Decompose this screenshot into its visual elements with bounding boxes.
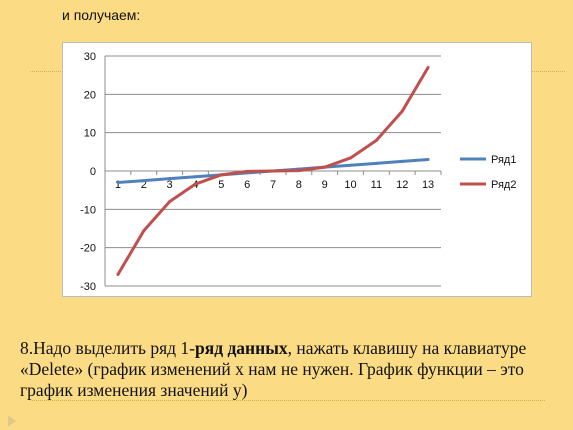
data-point: [142, 179, 146, 183]
x-tick-label: 1: [115, 179, 121, 191]
legend-label-2: Ряд2: [491, 179, 516, 191]
x-tick-label: 9: [322, 179, 328, 191]
x-tick-label: 6: [244, 179, 250, 191]
intro-text: и получаем:: [62, 7, 141, 23]
instruction-part1: 8.Надо выделить ряд 1-: [20, 338, 196, 358]
divider-bottom: [30, 400, 545, 401]
data-point: [245, 169, 249, 173]
line-chart: 3020100-10-20-3012345678910111213Ряд1Ряд…: [80, 51, 516, 293]
x-tick-label: 3: [167, 179, 173, 191]
chart-area[interactable]: 3020100-10-20-3012345678910111213Ряд1Ряд…: [62, 42, 532, 297]
data-point: [116, 181, 120, 184]
data-point: [297, 169, 301, 173]
data-point: [168, 200, 172, 204]
instruction-text: 8.Надо выделить ряд 1-ряд данных, нажать…: [20, 338, 565, 401]
y-tick-label: -10: [80, 204, 96, 216]
y-tick-label: 10: [84, 128, 96, 140]
x-tick-label: 13: [422, 179, 434, 191]
data-point: [426, 158, 430, 161]
x-tick-label: 7: [270, 179, 276, 191]
data-point: [349, 163, 353, 167]
data-point: [116, 273, 120, 276]
data-point: [193, 175, 197, 179]
data-point: [142, 229, 146, 233]
data-point: [400, 159, 404, 163]
x-tick-label: 10: [344, 179, 356, 191]
data-point: [374, 138, 378, 142]
data-point: [271, 169, 275, 173]
data-point: [323, 165, 327, 169]
slide-arrow-icon: [8, 415, 16, 427]
legend-label-1: Ряд1: [491, 154, 516, 166]
data-point: [193, 182, 197, 186]
y-tick-label: -20: [80, 243, 96, 255]
x-tick-label: 12: [396, 179, 408, 191]
x-tick-label: 2: [141, 179, 147, 191]
x-tick-label: 5: [218, 179, 224, 191]
data-point: [168, 177, 172, 181]
y-tick-label: 20: [84, 89, 96, 101]
x-tick-label: 8: [296, 179, 302, 191]
x-tick-label: 11: [371, 179, 382, 191]
y-tick-label: 30: [84, 51, 96, 63]
data-point: [349, 156, 353, 160]
y-tick-label: -30: [80, 281, 96, 293]
data-point: [426, 66, 430, 69]
y-tick-label: 0: [90, 166, 96, 178]
data-point: [374, 161, 378, 165]
instruction-part2: , нажать клавишу на клавиатуре «Delete» …: [20, 338, 527, 400]
instruction-bold: ряд данных: [195, 338, 288, 358]
data-point: [400, 109, 404, 113]
data-point: [219, 173, 223, 177]
